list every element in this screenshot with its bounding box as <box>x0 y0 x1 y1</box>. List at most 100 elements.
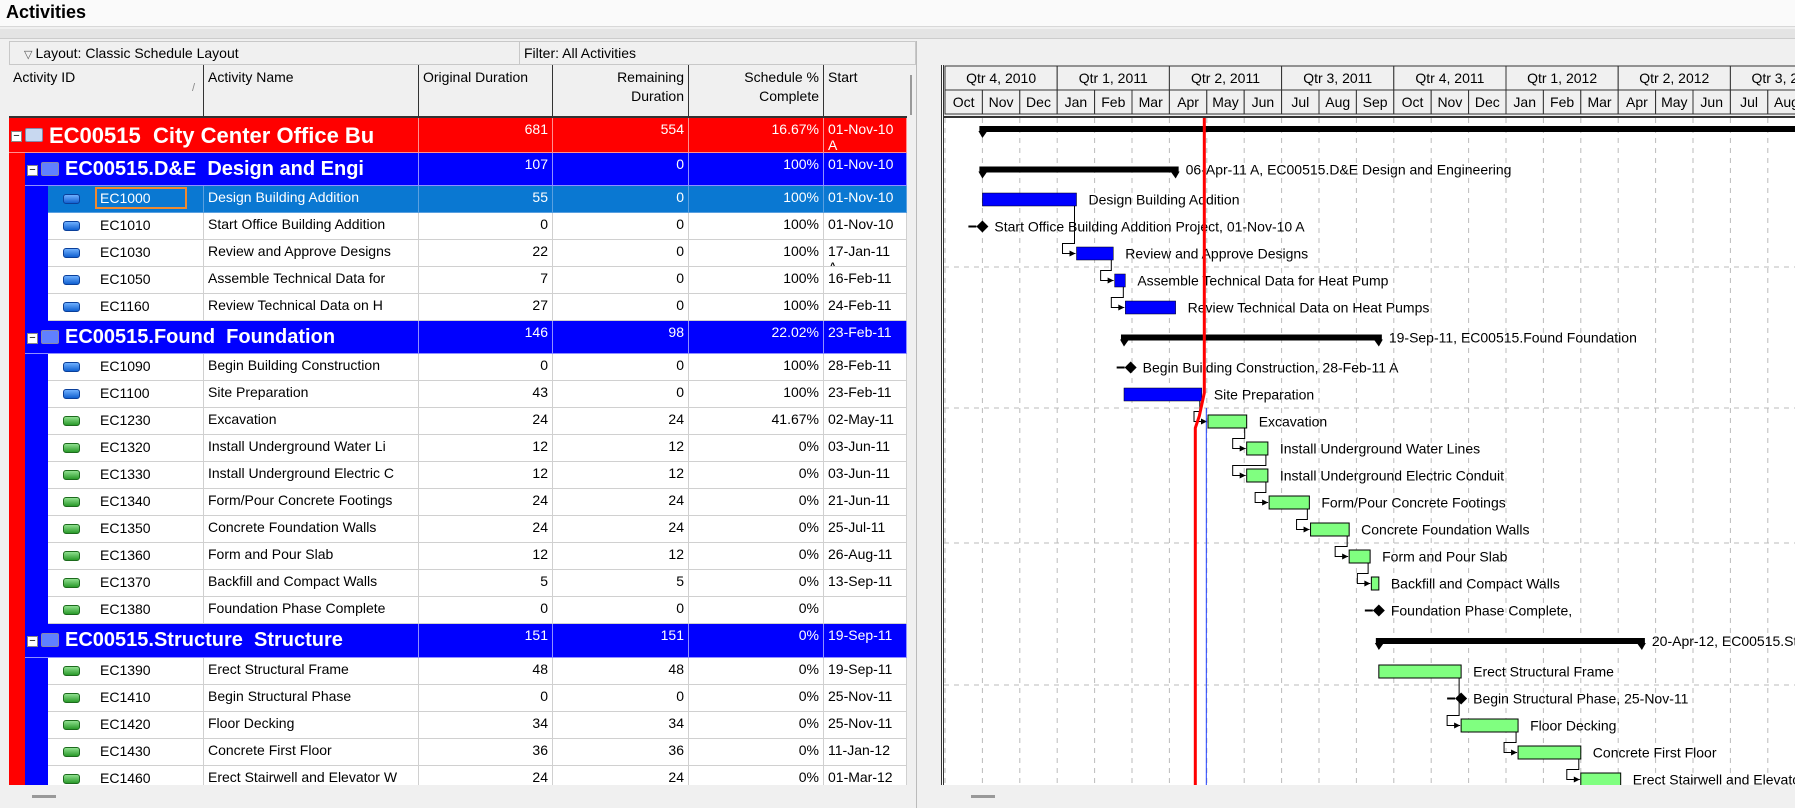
original-duration-cell[interactable]: 22 <box>419 240 553 267</box>
remaining-duration-cell[interactable]: 0 <box>553 294 689 321</box>
schedule-pct-cell[interactable]: 0% <box>689 685 824 712</box>
id-cell[interactable]: EC1350 <box>48 516 204 543</box>
remaining-duration-cell[interactable]: 12 <box>553 435 689 462</box>
table-row[interactable]: EC1100 Site Preparation 43 0 100% 23-Feb-11 <box>48 381 907 408</box>
original-duration-cell[interactable]: 12 <box>419 543 553 570</box>
activity-name-cell[interactable]: Excavation <box>204 408 419 435</box>
start-date-cell[interactable]: 03-Jun-11 <box>824 435 907 462</box>
remaining-duration-cell[interactable]: 151 <box>553 624 689 658</box>
start-date-cell[interactable]: 02-May-11 <box>824 408 907 435</box>
remaining-activity-bar[interactable] <box>1517 745 1582 760</box>
remaining-duration-cell[interactable]: 12 <box>553 462 689 489</box>
summary-bar[interactable] <box>1375 638 1645 644</box>
start-date-cell[interactable]: 16-Feb-11 <box>824 267 907 294</box>
scroll-thumb[interactable] <box>910 75 912 115</box>
schedule-pct-cell[interactable]: 0% <box>689 597 824 624</box>
original-duration-cell[interactable]: 55 <box>419 186 553 213</box>
completed-activity-bar[interactable] <box>1125 300 1176 315</box>
remaining-activity-bar[interactable] <box>1370 576 1380 591</box>
remaining-duration-cell[interactable]: 0 <box>553 240 689 267</box>
table-row[interactable]: EC1360 Form and Pour Slab 12 12 0% 26-Aug-11 <box>48 543 907 570</box>
table-row[interactable]: EC1320 Install Underground Water Li 12 12 0%… <box>48 435 907 462</box>
summary-bar[interactable] <box>979 166 1179 173</box>
table-row[interactable]: EC1230 Excavation 24 24 41.67% 02-May-11 <box>48 408 907 435</box>
schedule-pct-cell[interactable]: 0% <box>689 435 824 462</box>
remaining-duration-cell[interactable]: 36 <box>553 739 689 766</box>
start-date-cell[interactable]: 03-Jun-11 <box>824 462 907 489</box>
remaining-activity-bar[interactable] <box>1580 772 1622 785</box>
remaining-duration-cell[interactable]: 0 <box>553 213 689 240</box>
filter-label[interactable]: Filter: All Activities <box>524 45 637 61</box>
id-cell[interactable]: EC1030 <box>48 240 204 267</box>
id-cell[interactable]: EC1430 <box>48 739 204 766</box>
collapse-icon[interactable]: − <box>27 636 38 647</box>
pane-splitter[interactable] <box>916 41 941 808</box>
id-cell[interactable]: EC1360 <box>48 543 204 570</box>
remaining-duration-cell[interactable]: 48 <box>553 658 689 685</box>
collapse-icon[interactable]: − <box>27 165 38 176</box>
layout-dropdown[interactable]: ▽ Layout: Classic Schedule Layout <box>10 42 520 64</box>
start-date-cell[interactable]: 21-Jun-11 <box>824 489 907 516</box>
table-row[interactable]: EC1000 Design Building Addition 55 0 100% 01-… <box>48 186 907 213</box>
activity-name-cell[interactable]: Site Preparation <box>204 381 419 408</box>
remaining-activity-bar[interactable] <box>1246 441 1269 456</box>
remaining-duration-cell[interactable]: 34 <box>553 712 689 739</box>
milestone-diamond[interactable] <box>1455 692 1468 705</box>
start-date-cell[interactable]: 19-Sep-11 <box>824 624 907 658</box>
name-cell[interactable]: − EC00515 City Center Office Bu <box>9 118 419 153</box>
activity-name-cell[interactable]: Install Underground Electric C <box>204 462 419 489</box>
schedule-pct-cell[interactable]: 16.67% <box>689 118 824 153</box>
remaining-duration-cell[interactable]: 0 <box>553 186 689 213</box>
original-duration-cell[interactable]: 5 <box>419 570 553 597</box>
start-date-cell[interactable]: 19-Sep-11 <box>824 658 907 685</box>
original-duration-cell[interactable]: 34 <box>419 712 553 739</box>
schedule-pct-cell[interactable]: 100% <box>689 381 824 408</box>
collapse-icon[interactable]: − <box>11 131 22 142</box>
project-row[interactable]: − EC00515 City Center Office Bu 681 554 16.6… <box>9 118 907 153</box>
schedule-pct-cell[interactable]: 0% <box>689 543 824 570</box>
wbs-row[interactable]: − EC00515.D&E Design and Engi 107 0 100% 01-N… <box>25 153 907 186</box>
start-date-cell[interactable]: 01-Nov-10 <box>824 153 907 186</box>
original-duration-cell[interactable]: 0 <box>419 213 553 240</box>
original-duration-cell[interactable]: 12 <box>419 435 553 462</box>
id-cell[interactable]: EC1370 <box>48 570 204 597</box>
schedule-pct-cell[interactable]: 100% <box>689 267 824 294</box>
original-duration-cell[interactable]: 7 <box>419 267 553 294</box>
remaining-duration-cell[interactable]: 24 <box>553 408 689 435</box>
activity-name-cell[interactable]: Review Technical Data on H <box>204 294 419 321</box>
start-date-cell[interactable]: 28-Feb-11 <box>824 354 907 381</box>
activity-name-cell[interactable]: Form/Pour Concrete Footings <box>204 489 419 516</box>
table-row[interactable]: EC1370 Backfill and Compact Walls 5 5 0% 13-S… <box>48 570 907 597</box>
activity-name-cell[interactable]: Backfill and Compact Walls <box>204 570 419 597</box>
completed-activity-bar[interactable] <box>1076 246 1114 261</box>
original-duration-cell[interactable]: 24 <box>419 489 553 516</box>
id-cell[interactable]: EC1340 <box>48 489 204 516</box>
original-duration-cell[interactable]: 24 <box>419 766 553 785</box>
vertical-scrollbar[interactable] <box>907 65 916 785</box>
remaining-duration-cell[interactable]: 0 <box>553 267 689 294</box>
schedule-pct-cell[interactable]: 0% <box>689 462 824 489</box>
start-date-cell[interactable]: 25-Nov-11 <box>824 685 907 712</box>
id-cell[interactable]: EC1420 <box>48 712 204 739</box>
original-duration-cell[interactable]: 0 <box>419 685 553 712</box>
column-header-remaining-duration[interactable]: Remaining Duration <box>553 65 689 116</box>
schedule-pct-cell[interactable]: 0% <box>689 766 824 785</box>
activity-name-cell[interactable]: Begin Building Construction <box>204 354 419 381</box>
remaining-duration-cell[interactable]: 0 <box>553 597 689 624</box>
wbs-row[interactable]: − EC00515.Found Foundation 146 98 22.02% 23-F… <box>25 321 907 354</box>
column-header-start[interactable]: Start <box>828 69 858 85</box>
column-header-activity-name[interactable]: Activity Name <box>204 65 419 116</box>
original-duration-cell[interactable]: 0 <box>419 597 553 624</box>
remaining-duration-cell[interactable]: 24 <box>553 516 689 543</box>
remaining-activity-bar[interactable] <box>1460 718 1519 733</box>
start-date-cell[interactable]: 01-Nov-10 <box>824 186 907 213</box>
activity-name-cell[interactable]: Concrete First Floor <box>204 739 419 766</box>
table-row[interactable]: EC1430 Concrete First Floor 36 36 0% 11-Jan-1… <box>48 739 907 766</box>
original-duration-cell[interactable]: 43 <box>419 381 553 408</box>
start-date-cell[interactable]: 23-Feb-11 <box>824 321 907 354</box>
id-cell[interactable]: EC1320 <box>48 435 204 462</box>
activity-name-cell[interactable]: Design Building Addition <box>204 186 419 213</box>
start-date-cell[interactable]: 17-Jan-11 A <box>824 240 907 267</box>
activity-name-cell[interactable]: Install Underground Water Li <box>204 435 419 462</box>
table-row[interactable]: EC1410 Begin Structural Phase 0 0 0% 25-Nov-1… <box>48 685 907 712</box>
